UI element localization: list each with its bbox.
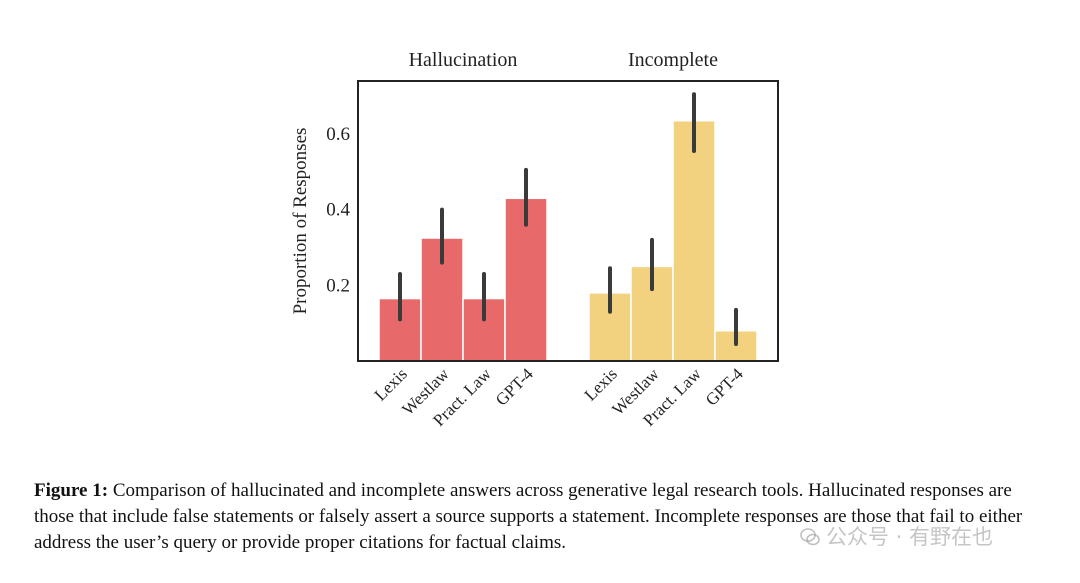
plot-frame <box>357 80 779 362</box>
figure-caption: Figure 1: Comparison of hallucinated and… <box>34 478 1044 556</box>
y-tick-label: 0.2 <box>326 275 350 296</box>
panel-0: Hallucination <box>378 49 548 362</box>
y-axis: 0.2 0.4 0.6 <box>326 124 350 296</box>
y-tick-label: 0.4 <box>326 200 350 221</box>
panel-1: Incomplete <box>588 49 758 362</box>
panel-title: Hallucination <box>409 49 518 71</box>
chart-panels: Hallucination Incomplete <box>378 49 758 362</box>
figure-caption-text: Comparison of hallucinated and incomplet… <box>34 480 1023 553</box>
wechat-icon <box>800 527 820 547</box>
x-tick-label: GPT-4 <box>702 364 747 409</box>
y-axis-label: Proportion of Responses <box>290 128 311 315</box>
watermark-text: 公众号 · 有野在也 <box>826 525 994 549</box>
x-tick-label: GPT-4 <box>492 364 537 409</box>
panel-title: Incomplete <box>628 49 718 71</box>
watermark: 公众号 · 有野在也 <box>800 521 993 551</box>
bar <box>672 119 716 362</box>
bar-chart: Hallucination Incomplete 0.2 0.4 0.6 LexisW… <box>290 49 779 430</box>
y-tick-label: 0.6 <box>326 124 350 145</box>
figure-caption-label: Figure 1: <box>34 480 109 501</box>
